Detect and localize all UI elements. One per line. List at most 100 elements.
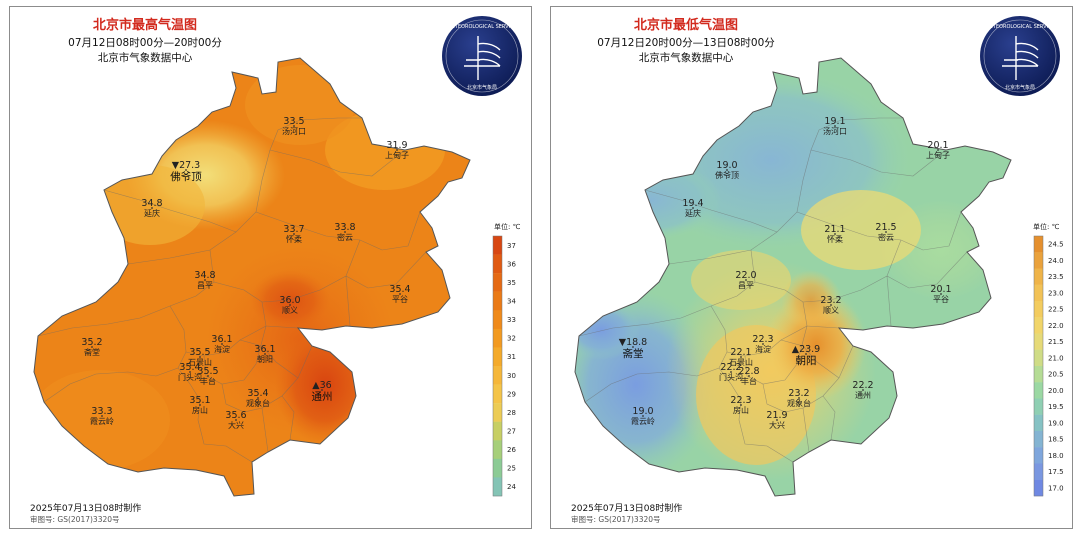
station-label: 21.9大兴 (766, 410, 787, 430)
station-dot (289, 304, 291, 306)
legend-swatch (493, 328, 502, 348)
station-label: 36.0顺义 (279, 295, 300, 315)
station-name: 平谷 (933, 295, 949, 304)
legend-swatch (1034, 414, 1043, 432)
bms-logo-icon: METEOROLOGICAL SERVICE 北京市气象局 (442, 16, 522, 96)
station-name: 丰台 (200, 376, 216, 386)
legend-tick: 30 (507, 372, 516, 380)
station-label: 35.1房山 (189, 395, 210, 415)
legend-swatch (493, 421, 502, 441)
station-name: 石景山 (188, 357, 212, 367)
station-dot (189, 371, 191, 373)
station-value: 35.2 (81, 337, 102, 348)
legend-swatch (493, 366, 502, 385)
station-dot (235, 419, 237, 421)
legend-swatch (1034, 463, 1043, 480)
station-label: 22.0昌平 (735, 270, 756, 290)
station-value: 20.1 (930, 284, 951, 295)
station-label: 36.1朝阳 (254, 344, 275, 364)
station-value: 34.8 (194, 270, 215, 281)
station-dot (798, 397, 800, 399)
legend-tick: 20.5 (1048, 371, 1064, 379)
legend-swatch (1034, 252, 1043, 269)
station-dot (264, 353, 266, 355)
station-dot (940, 293, 942, 295)
station-value: 21.1 (824, 224, 845, 235)
station-dot (151, 207, 153, 209)
station-value: 33.3 (91, 406, 112, 417)
station-name: 朝阳 (257, 355, 273, 364)
station-dot (199, 404, 201, 406)
station-value: 33.7 (283, 224, 304, 235)
legend-tick: 21.0 (1048, 354, 1064, 362)
station-value: 35.4 (179, 362, 200, 373)
station-name: 怀柔 (827, 234, 843, 244)
station-dot (748, 375, 750, 377)
station-dot (632, 346, 634, 348)
station-label: 20.1平谷 (930, 284, 951, 304)
station-name: 昌平 (197, 281, 213, 290)
legend-swatch (493, 291, 502, 311)
station-value: 33.8 (334, 222, 355, 233)
legend-swatch (493, 254, 502, 274)
station-value: 22.3 (752, 334, 773, 345)
legend-swatch (493, 347, 502, 367)
legend-frame (1033, 235, 1044, 497)
station-label: ▼18.8斋堂 (619, 337, 647, 360)
station-value: 19.1 (824, 116, 845, 127)
station-label: 35.2斋堂 (81, 337, 102, 357)
station-dot (830, 304, 832, 306)
station-dot (834, 125, 836, 127)
beijing-outline (574, 57, 1012, 497)
station-label: 19.4延庆 (682, 198, 703, 218)
legend-tick: 33 (507, 316, 516, 324)
station-dot (207, 375, 209, 377)
station-dot (740, 404, 742, 406)
legend-tick: 22.5 (1048, 306, 1064, 314)
station-dot (185, 169, 187, 171)
station-value: 22.0 (735, 270, 756, 281)
station-name: 昌平 (738, 281, 754, 290)
station-name: 大兴 (228, 420, 244, 430)
station-value: 35.4 (389, 284, 410, 295)
legend-swatch (493, 384, 502, 404)
station-value: ▼18.8 (619, 337, 647, 348)
station-name: 房山 (733, 405, 749, 415)
beijing-outline (33, 57, 471, 497)
station-value: 21.5 (875, 222, 896, 233)
station-dot (726, 169, 728, 171)
legend-swatch (1034, 479, 1043, 497)
legend-tick: 17.0 (1048, 484, 1064, 492)
station-dot (762, 343, 764, 345)
time-range: 07月12日20时00分—13日08时00分 (597, 37, 775, 49)
station-label: 35.4平谷 (389, 284, 410, 304)
legend-tick: 23.5 (1048, 273, 1064, 281)
legend-tick: 35 (507, 279, 516, 287)
legend-swatch (1034, 349, 1043, 367)
station-label: 33.8密云 (334, 222, 355, 242)
legend-swatch (493, 310, 502, 330)
station-name: 霞云岭 (90, 416, 114, 426)
station-value: 21.9 (766, 410, 787, 421)
station-dot (692, 207, 694, 209)
station-labels: 33.5汤河口31.9上甸子▼27.3佛爷顶34.8延庆33.7怀柔33.8密云… (81, 116, 410, 430)
legend-swatch (1034, 268, 1043, 285)
station-name: 佛爷顶 (170, 170, 202, 183)
station-dot (101, 415, 103, 417)
legend-swatch (493, 236, 502, 255)
legend-swatch (1034, 236, 1043, 253)
map-approval-number: 审图号: GS(2017)3320号 (30, 514, 120, 524)
legend-frame (492, 235, 503, 497)
legend-tick: 31 (507, 353, 516, 361)
station-dot (257, 397, 259, 399)
legend-tick: 29 (507, 390, 516, 398)
station-value: 36.1 (254, 344, 275, 355)
